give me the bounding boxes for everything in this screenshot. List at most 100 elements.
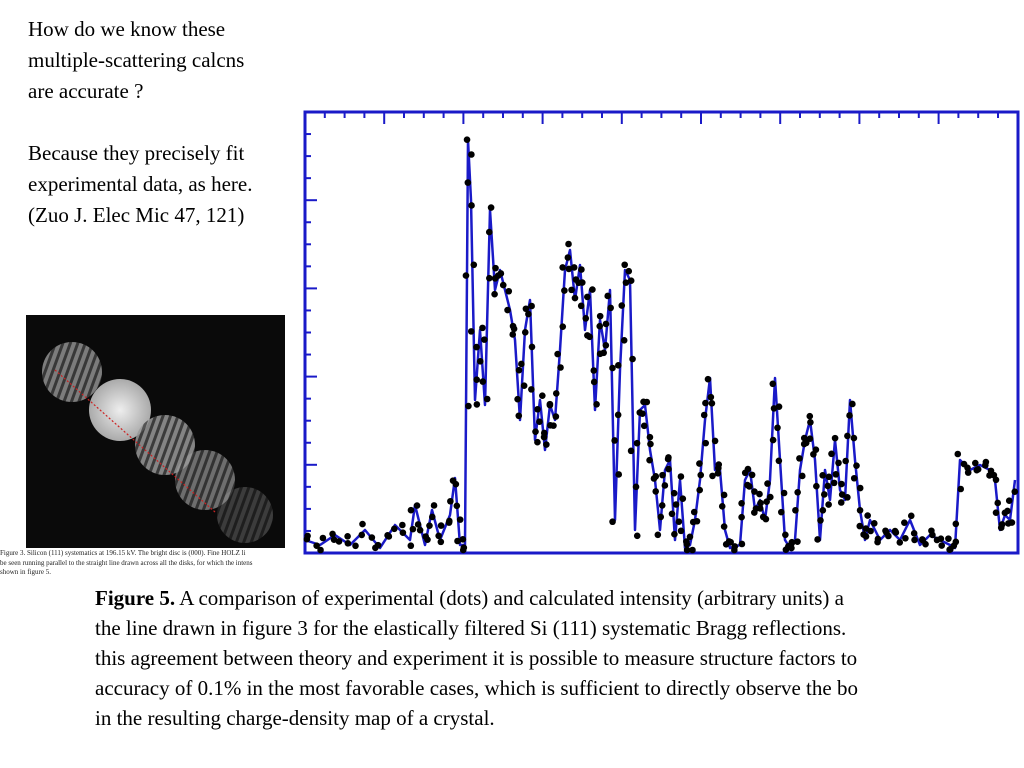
dot xyxy=(618,302,626,309)
dot xyxy=(683,546,691,554)
dot xyxy=(407,506,415,514)
dot xyxy=(358,531,366,539)
dot xyxy=(683,540,691,548)
dot xyxy=(578,279,586,286)
dot xyxy=(891,527,899,535)
dot xyxy=(902,535,909,542)
dot xyxy=(615,362,622,369)
dot xyxy=(954,450,962,458)
dot xyxy=(910,530,918,537)
dot xyxy=(1008,519,1016,526)
dot xyxy=(950,542,958,549)
dot xyxy=(593,400,600,408)
dot xyxy=(746,483,753,490)
dot xyxy=(510,325,518,333)
dot xyxy=(675,518,683,526)
dot xyxy=(607,304,614,312)
dot xyxy=(564,254,572,261)
dot xyxy=(720,523,728,530)
text-line: Because they precisely fit xyxy=(28,141,245,165)
dot xyxy=(661,482,669,489)
dot xyxy=(590,367,598,374)
dot xyxy=(686,533,694,541)
text-line: be seen running parallel to the straight… xyxy=(0,558,253,567)
text-line: Figure 5. A comparison of experimental (… xyxy=(95,583,1024,613)
dot xyxy=(652,488,660,495)
dot xyxy=(867,527,874,535)
dot xyxy=(702,399,709,407)
dot xyxy=(831,434,839,442)
answer: Because they precisely fit experimental … xyxy=(28,138,252,231)
dot xyxy=(696,486,703,494)
dot xyxy=(565,240,572,248)
dot xyxy=(668,510,676,518)
dot xyxy=(528,386,535,393)
dot xyxy=(416,526,424,534)
dot xyxy=(788,544,795,552)
dot xyxy=(463,136,471,144)
dot xyxy=(520,382,528,390)
dot xyxy=(627,277,635,284)
dot xyxy=(586,333,593,341)
dot xyxy=(792,506,799,514)
dot xyxy=(850,474,858,482)
dot xyxy=(756,505,764,512)
dot xyxy=(636,409,644,416)
dot xyxy=(697,471,705,479)
dot xyxy=(486,274,493,282)
dot xyxy=(820,491,828,498)
dot xyxy=(938,542,946,549)
dot xyxy=(546,400,554,408)
dot xyxy=(319,534,327,542)
dot xyxy=(835,459,842,467)
dot xyxy=(435,532,442,540)
dot xyxy=(487,204,495,211)
dot xyxy=(844,494,851,501)
dot xyxy=(647,440,654,448)
dot xyxy=(718,503,726,510)
dot xyxy=(693,517,701,525)
dot xyxy=(788,538,796,546)
dot xyxy=(810,450,817,458)
dot xyxy=(711,437,719,445)
dot xyxy=(885,532,892,540)
dot xyxy=(476,358,484,365)
dot xyxy=(708,399,716,407)
dot xyxy=(604,292,612,300)
dot xyxy=(992,476,1000,484)
dot xyxy=(856,506,864,514)
dot xyxy=(844,432,851,440)
dot xyxy=(654,531,662,539)
dot xyxy=(565,265,573,273)
dot xyxy=(769,380,777,388)
image-caption: Figure 3. Silicon (111) systematics at 1… xyxy=(0,549,305,578)
dot xyxy=(590,378,598,386)
dot xyxy=(987,467,995,475)
dot xyxy=(428,513,436,521)
dot xyxy=(552,413,560,420)
dot xyxy=(670,489,678,497)
dot xyxy=(481,336,488,343)
dot xyxy=(640,422,648,430)
dot xyxy=(738,540,746,548)
dot xyxy=(992,509,1000,516)
dot xyxy=(901,519,908,526)
dot xyxy=(770,405,778,412)
dot xyxy=(534,438,541,446)
text-line: in the resulting charge-density map of a… xyxy=(95,706,495,730)
calculated-curve xyxy=(304,138,1017,550)
dot xyxy=(800,434,808,442)
dot xyxy=(937,535,945,542)
dot xyxy=(609,518,616,526)
dot xyxy=(748,471,756,479)
dot xyxy=(456,516,464,523)
dot xyxy=(399,521,406,529)
dot xyxy=(643,398,651,406)
dot xyxy=(727,538,734,546)
dot xyxy=(525,310,532,318)
dot xyxy=(514,395,521,403)
dot xyxy=(720,491,728,499)
dot xyxy=(998,521,1006,529)
dot xyxy=(679,495,687,503)
dot xyxy=(479,324,486,332)
